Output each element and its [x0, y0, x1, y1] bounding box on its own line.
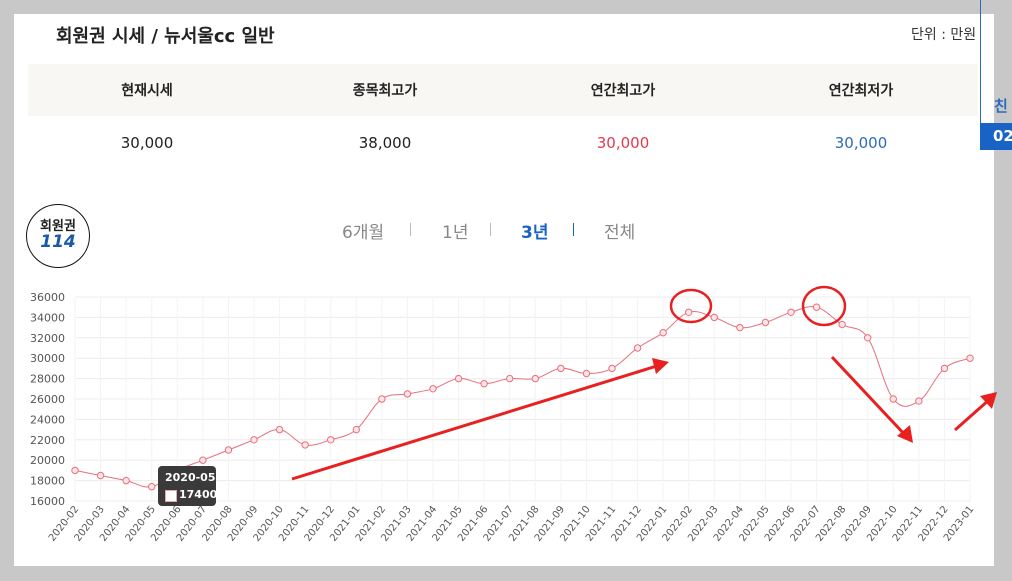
tab-3-years[interactable]: 3년 — [521, 223, 549, 243]
period-tabs: 6개월 1년 3년 전체 — [0, 218, 1012, 248]
unit-label: 단위 : 만원 — [911, 27, 977, 43]
header-annual-low: 연간최저가 — [828, 83, 894, 99]
tab-separator-active — [573, 223, 574, 236]
logo-text: 회원권 — [40, 219, 76, 234]
value-annual-high: 30,000 — [596, 134, 650, 152]
side-label: 친 — [994, 97, 1008, 115]
tooltip-swatch — [165, 490, 177, 502]
summary-header-row: 현재시세 종목최고가 연간최고가 연간최저가 — [28, 64, 978, 116]
header-current-price: 현재시세 — [121, 83, 173, 99]
tab-all[interactable]: 전체 — [604, 223, 636, 243]
value-current-price: 30,000 — [120, 134, 174, 152]
page-title: 회원권 시세 / 뉴서울cc 일반 — [56, 26, 275, 47]
logo-number: 114 — [40, 232, 76, 252]
tooltip-date: 2020-05 — [165, 471, 216, 484]
side-widget[interactable]: 친 02 — [980, 0, 1012, 150]
header-annual-high: 연간최고가 — [590, 83, 656, 99]
tab-6-months[interactable]: 6개월 — [342, 223, 385, 243]
value-all-time-high: 38,000 — [358, 134, 412, 152]
tab-1-year[interactable]: 1년 — [442, 223, 469, 243]
tab-separator — [490, 223, 491, 236]
side-divider — [980, 0, 981, 123]
side-box[interactable]: 02 — [980, 123, 1012, 150]
brand-logo: 회원권 114 — [26, 204, 90, 268]
chart-tooltip: 2020-05 17400 — [158, 466, 218, 506]
price-summary-table: 현재시세 종목최고가 연간최고가 연간최저가 30,000 38,000 30,… — [28, 64, 978, 184]
value-annual-low: 30,000 — [834, 134, 888, 152]
tab-separator — [410, 223, 411, 236]
tooltip-value: 17400 — [179, 488, 218, 501]
header-all-time-high: 종목최고가 — [352, 83, 418, 99]
